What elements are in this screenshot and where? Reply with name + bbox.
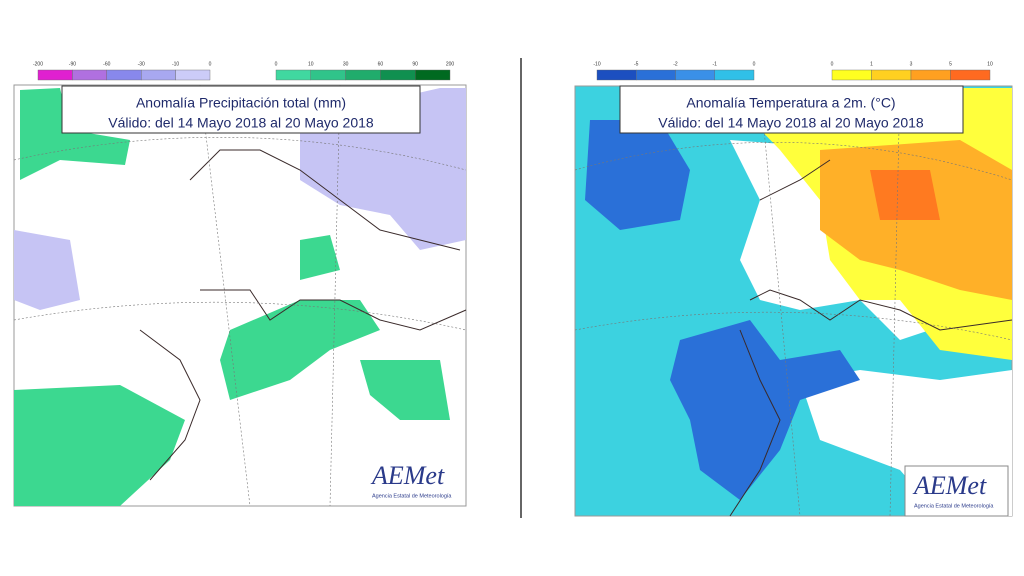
map-subtitle: Válido: del 14 Mayo 2018 al 20 Mayo 2018	[108, 115, 374, 131]
hot-area	[870, 170, 940, 220]
legend-swatch	[636, 69, 676, 81]
cold-area	[585, 120, 690, 230]
legend-swatch	[140, 69, 176, 81]
legend-label: 10	[308, 61, 314, 67]
legend-swatch	[106, 69, 142, 81]
wet-area	[20, 88, 130, 180]
legend-swatch	[910, 69, 951, 81]
legend-swatch	[950, 69, 991, 81]
logo-subtitle: Agencia Estatal de Meteorología	[914, 503, 994, 509]
legend-label: 30	[343, 61, 349, 67]
legend-swatch	[72, 69, 108, 81]
cold-area	[670, 320, 860, 500]
legend-label: 60	[378, 61, 384, 67]
legend-swatch	[275, 69, 311, 81]
legend-swatch	[714, 69, 755, 81]
wet-area	[220, 300, 380, 400]
legend-label: -90	[69, 61, 76, 67]
legend-swatch	[871, 69, 912, 81]
legend-label: 10	[987, 61, 993, 67]
wet-area	[14, 385, 185, 506]
legend-label: -5	[634, 61, 639, 67]
legend-label: 0	[275, 61, 278, 67]
map-subtitle: Válido: del 14 Mayo 2018 al 20 Mayo 2018	[658, 115, 924, 131]
precipitation-map: Anomalía Precipitación total (mm) Válido…	[13, 84, 467, 507]
legend-swatch	[310, 69, 346, 81]
coastline	[729, 159, 1013, 517]
legend-label: 1	[870, 61, 873, 67]
legend-swatch	[345, 69, 381, 81]
legend-label: 3	[910, 61, 913, 67]
temperature-map: Anomalía Temperatura a 2m. (°C) Válido: …	[574, 85, 1013, 517]
legend-label: -10	[593, 61, 600, 67]
logo-box	[904, 465, 1009, 517]
logo: AEMet	[912, 471, 987, 500]
legend-label: -2	[673, 61, 678, 67]
map-title: Anomalía Temperatura a 2m. (°C)	[686, 95, 895, 111]
title-box	[619, 85, 964, 134]
coastline	[139, 149, 467, 481]
legend-label: 200	[446, 61, 455, 67]
title-box	[61, 85, 421, 134]
legend-label: -60	[103, 61, 110, 67]
logo-subtitle: Agencia Estatal de Meteorología	[372, 493, 452, 499]
legend-label: -200	[33, 61, 43, 67]
legend-label: 0	[831, 61, 834, 67]
legend-swatch	[831, 69, 872, 81]
legend-label: 0	[753, 61, 756, 67]
logo: AEMet	[370, 461, 445, 490]
wet-area	[360, 360, 450, 420]
map-title: Anomalía Precipitación total (mm)	[136, 95, 346, 111]
legend-swatch	[37, 69, 73, 81]
legend-label: 5	[949, 61, 952, 67]
graticule	[574, 85, 1013, 517]
legend-label: -30	[138, 61, 145, 67]
legend-label: 0	[209, 61, 212, 67]
legend-label: -10	[172, 61, 179, 67]
legend-swatch	[175, 69, 211, 81]
legend-swatch	[675, 69, 715, 81]
dry-area	[14, 230, 80, 310]
legend-label: 90	[412, 61, 418, 67]
legend-swatch	[596, 69, 637, 81]
legend-swatch	[415, 69, 451, 81]
wet-area	[300, 235, 340, 280]
legend-swatch	[380, 69, 416, 81]
legend-label: -1	[713, 61, 718, 67]
